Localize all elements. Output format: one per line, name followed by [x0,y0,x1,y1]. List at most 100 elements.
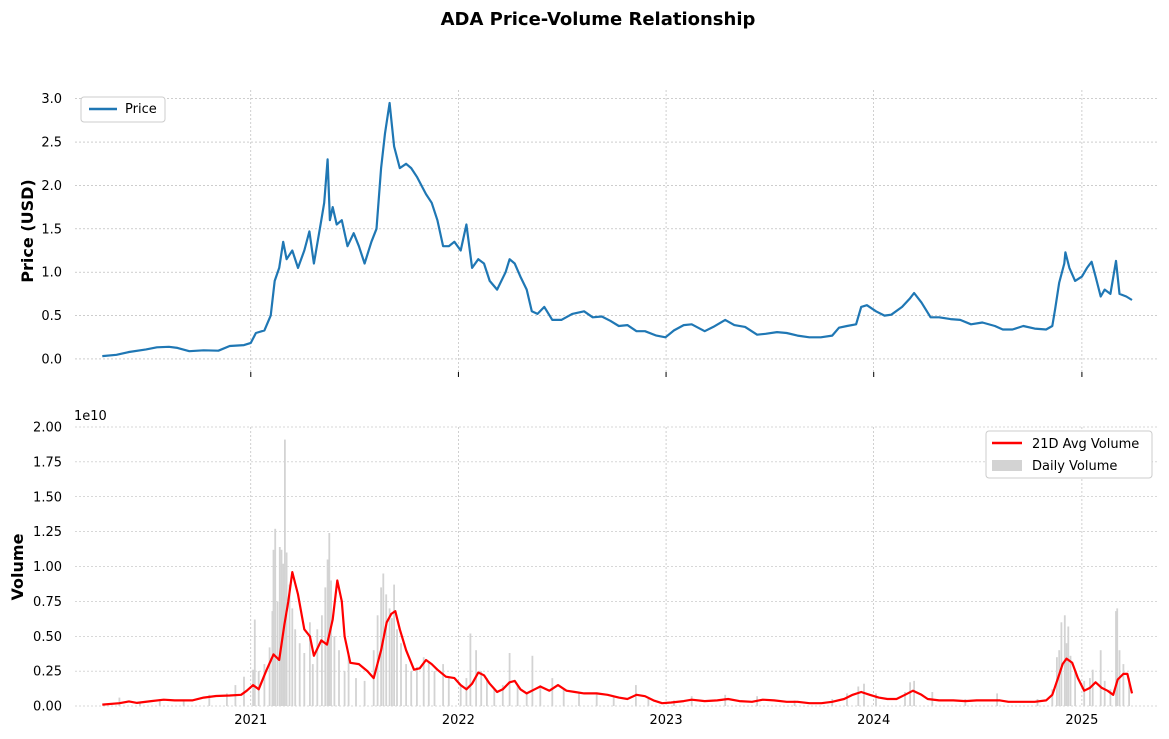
volume-bar [288,584,291,706]
volume-bar [480,671,483,706]
volume-bar [1083,680,1086,706]
volume-bar [400,643,402,706]
volume-bar [1122,664,1125,706]
volume-y-tick-label: 0.75 [33,595,62,610]
volume-x-tick-label: 2022 [442,713,475,728]
volume-bar [595,693,598,706]
volume-bar [321,615,323,706]
volume-bar [309,622,311,706]
volume-bar [416,666,418,706]
volume-x-tick-label: 2021 [234,713,267,728]
volume-bar [422,657,425,706]
volume-x-tick-label: 2023 [650,713,683,728]
price-y-tick-label: 0.0 [41,352,62,367]
volume-bar [1074,669,1076,706]
volume-bar [1065,643,1068,706]
price-y-tick-label: 1.0 [41,266,62,281]
volume-bar [459,685,462,706]
volume-bar [964,699,967,706]
volume-bar [1091,669,1094,706]
price-x-tick-marks [250,372,1083,377]
volume-bar [208,694,211,706]
volume-bar [1060,622,1063,706]
price-panel: 0.0 0.5 1.0 1.5 2.0 2.5 3.0 Price (USD) Price [18,90,1157,377]
figure-title: ADA Price-Volume Relationship [441,9,756,30]
price-y-ticks: 0.0 0.5 1.0 1.5 2.0 2.5 3.0 [41,92,62,367]
volume-bar [447,678,450,706]
volume-y-tick-label: 1.25 [33,525,62,540]
volume-bar [118,697,121,706]
volume-bar [863,683,865,706]
volume-bar [1058,650,1061,706]
volume-bar [268,647,271,706]
volume-bar [551,678,554,706]
volume-legend-label-daily: Daily Volume [1032,459,1117,474]
volume-bar [1051,689,1054,706]
volume-bar [139,701,141,706]
volume-bar [303,653,306,706]
volume-bar [276,601,279,706]
volume-bar [1089,678,1091,706]
volume-bar [578,692,580,706]
volume-bar [243,676,245,706]
volume-bar [427,661,430,706]
volume-bar [539,685,542,706]
volume-bar [690,696,693,706]
volume-bars [118,439,1130,707]
volume-bar [252,669,254,706]
volume-bar [311,664,314,706]
volume-x-tick-label: 2025 [1065,713,1098,728]
volume-bar [391,618,393,706]
volume-bar [501,685,504,706]
price-y-tick-label: 0.5 [41,309,62,324]
volume-bar [1116,608,1119,706]
price-y-tick-label: 2.5 [41,136,62,151]
volume-bar [1099,650,1102,706]
volume-bar [493,689,496,706]
volume-bar [363,680,366,706]
volume-bar [330,580,332,706]
volume-bar [410,671,413,706]
volume-bar [469,633,472,706]
volume-bar [333,636,336,707]
volume-grid [75,426,1157,707]
volume-bar [1103,680,1106,706]
volume-y-tick-label: 0.00 [33,700,62,715]
volume-bar [226,693,228,706]
volume-bar [328,533,331,706]
volume-bar [324,587,327,706]
price-grid [75,90,1157,372]
price-y-tick-label: 2.0 [41,179,62,194]
volume-bar [647,699,650,706]
volume-bar [347,653,350,706]
volume-bar [525,692,528,706]
volume-bar [465,678,468,706]
volume-bar [385,594,388,706]
volume-bar [875,693,877,706]
volume-bar [909,682,911,706]
volume-bar [285,552,288,706]
volume-bar [857,686,860,706]
volume-bar [280,549,283,706]
volume-y-tick-label: 0.50 [33,630,62,645]
volume-legend: 21D Avg Volume Daily Volume [985,430,1153,479]
volume-bar [298,643,301,706]
volume-y-ticks: 0.00 0.25 0.50 0.75 1.00 1.25 1.50 1.75 2.00 [33,421,62,715]
avg-volume-line [102,571,1134,706]
volume-bar [393,584,395,706]
price-legend: Price [80,96,166,123]
volume-bar [326,559,329,706]
volume-bar [846,693,848,706]
volume-bar [531,655,534,706]
volume-bar [294,629,297,706]
volume-bar [182,700,185,706]
volume-x-tick-label: 2024 [857,713,890,728]
volume-bar [516,685,519,706]
volume-bar [338,650,340,706]
volume-bar [1109,689,1112,706]
price-y-tick-label: 3.0 [41,92,62,107]
volume-bar [355,678,357,706]
volume-legend-label-avg: 21D Avg Volume [1032,437,1139,452]
volume-y-tick-label: 2.00 [33,421,62,436]
